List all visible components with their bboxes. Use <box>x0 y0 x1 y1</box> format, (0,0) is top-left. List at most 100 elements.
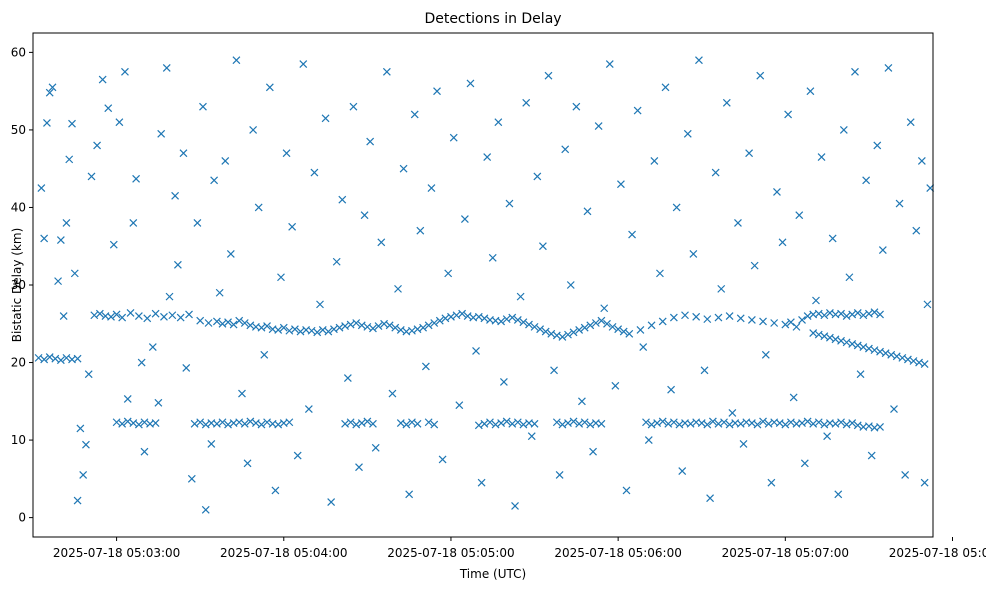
data-point <box>544 71 553 80</box>
data-point <box>332 257 341 266</box>
data-point <box>123 417 132 426</box>
y-tick-label: 10 <box>11 433 26 447</box>
data-point <box>798 419 806 427</box>
data-point <box>636 326 645 334</box>
data-point <box>717 284 726 293</box>
data-point <box>112 418 121 427</box>
data-point <box>622 486 631 495</box>
data-point <box>40 234 49 243</box>
data-point <box>881 349 890 358</box>
data-point <box>318 326 327 334</box>
data-point <box>859 311 868 320</box>
data-point <box>611 381 620 390</box>
data-point <box>162 63 171 72</box>
data-point <box>812 296 820 305</box>
data-point <box>257 420 266 429</box>
data-point <box>121 67 129 76</box>
data-point <box>112 310 121 319</box>
data-point <box>93 141 102 150</box>
data-point <box>895 199 904 208</box>
data-point <box>837 309 845 318</box>
data-point <box>388 389 397 398</box>
data-point <box>764 419 773 428</box>
data-point <box>173 260 182 269</box>
data-point <box>357 321 366 330</box>
data-point <box>204 319 213 327</box>
data-point <box>480 419 489 428</box>
data-point <box>458 309 467 318</box>
data-point <box>165 292 174 301</box>
data-point <box>820 332 829 341</box>
data-point <box>564 419 572 427</box>
data-point <box>497 419 506 427</box>
data-point <box>513 315 522 324</box>
data-point <box>123 395 132 403</box>
data-point <box>708 417 717 426</box>
data-point <box>483 153 492 161</box>
data-point <box>876 347 884 356</box>
data-point <box>488 253 497 262</box>
data-point <box>279 323 288 332</box>
data-point <box>770 319 779 327</box>
data-point <box>823 432 832 441</box>
data-point <box>352 420 361 429</box>
data-point <box>720 418 728 427</box>
data-point <box>151 419 160 427</box>
data-point <box>519 318 528 327</box>
data-point <box>246 417 255 426</box>
y-tick-label: 50 <box>11 123 26 137</box>
data-point <box>98 75 107 84</box>
data-point <box>497 317 506 326</box>
data-point <box>672 203 681 212</box>
data-point <box>594 122 603 130</box>
data-point <box>647 420 656 429</box>
data-point <box>455 401 464 410</box>
data-point <box>341 322 349 331</box>
data-point <box>864 422 873 431</box>
data-point <box>878 246 887 255</box>
data-point <box>176 313 185 322</box>
data-point <box>669 313 678 322</box>
data-point <box>115 118 124 127</box>
data-point <box>552 331 561 340</box>
y-tick-label: 0 <box>18 511 26 525</box>
y-axis-label: Bistatic Delay (km) <box>10 228 24 343</box>
data-point <box>134 312 143 320</box>
x-tick-label: 2025-07-18 05:06:00 <box>554 546 681 560</box>
data-point <box>864 344 873 353</box>
data-point <box>82 440 90 449</box>
data-point <box>346 320 355 329</box>
data-point <box>274 326 283 334</box>
data-point <box>513 418 522 427</box>
data-point <box>363 322 372 331</box>
data-point <box>586 420 595 429</box>
data-point <box>834 490 843 499</box>
data-point <box>477 478 486 487</box>
data-point <box>664 419 673 428</box>
y-tick-label: 30 <box>11 278 26 292</box>
data-point <box>416 226 425 235</box>
data-point <box>803 417 812 426</box>
data-point <box>700 366 709 375</box>
data-point <box>104 104 113 113</box>
data-point <box>452 311 461 320</box>
data-point <box>784 110 793 119</box>
data-point <box>338 195 347 204</box>
y-tick-label: 20 <box>11 356 26 370</box>
data-point <box>920 360 929 369</box>
data-point <box>352 319 361 327</box>
data-point <box>853 308 862 317</box>
data-point <box>243 459 252 468</box>
data-point <box>491 420 500 429</box>
data-point <box>282 149 291 158</box>
data-point <box>837 336 845 345</box>
data-point <box>249 125 258 134</box>
data-point <box>870 308 879 317</box>
data-point <box>558 333 567 341</box>
data-point <box>369 419 377 428</box>
data-point <box>848 419 857 427</box>
data-point <box>143 314 152 323</box>
data-point <box>725 420 734 429</box>
data-point <box>575 419 584 428</box>
x-tick-label: 2025-07-18 05:05:00 <box>387 546 514 560</box>
